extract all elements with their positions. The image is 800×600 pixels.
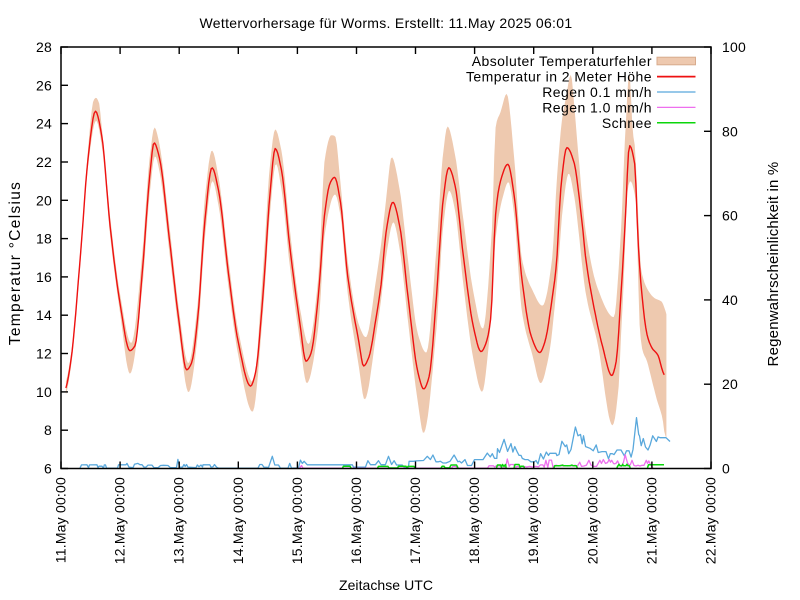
svg-text:Wettervorhersage für Worms. Er: Wettervorhersage für Worms. Erstellt: 11… [200, 15, 573, 31]
svg-text:21.May 00:00: 21.May 00:00 [643, 477, 659, 564]
svg-text:20: 20 [722, 376, 738, 392]
svg-text:15.May 00:00: 15.May 00:00 [289, 477, 305, 564]
svg-text:20: 20 [36, 192, 52, 208]
svg-text:Temperatur in 2 Meter Höhe: Temperatur in 2 Meter Höhe [466, 69, 652, 85]
svg-text:16: 16 [36, 269, 52, 285]
svg-text:8: 8 [44, 422, 52, 438]
svg-text:17.May 00:00: 17.May 00:00 [407, 477, 423, 564]
svg-text:Zeitachse UTC: Zeitachse UTC [339, 577, 433, 593]
svg-text:12.May 00:00: 12.May 00:00 [112, 477, 128, 564]
svg-text:Regen 0.1 mm/h: Regen 0.1 mm/h [542, 84, 652, 100]
svg-text:28: 28 [36, 39, 52, 55]
svg-text:26: 26 [36, 77, 52, 93]
svg-text:Regen 1.0 mm/h: Regen 1.0 mm/h [542, 99, 652, 115]
svg-text:14: 14 [36, 307, 52, 323]
svg-text:6: 6 [44, 461, 52, 477]
svg-text:18.May 00:00: 18.May 00:00 [466, 477, 482, 564]
svg-text:Schnee: Schnee [602, 115, 652, 131]
svg-text:Temperatur °Celsius: Temperatur °Celsius [7, 181, 24, 345]
svg-text:18: 18 [36, 231, 52, 247]
svg-text:19.May 00:00: 19.May 00:00 [525, 477, 541, 564]
svg-text:13.May 00:00: 13.May 00:00 [171, 477, 187, 564]
svg-text:22: 22 [36, 154, 52, 170]
svg-text:Absoluter Temperaturfehler: Absoluter Temperaturfehler [472, 53, 652, 69]
svg-text:24: 24 [36, 116, 52, 132]
svg-text:20.May 00:00: 20.May 00:00 [584, 477, 600, 564]
svg-text:100: 100 [722, 39, 746, 55]
svg-text:12: 12 [36, 346, 52, 362]
svg-text:80: 80 [722, 123, 738, 139]
svg-text:0: 0 [722, 461, 730, 477]
svg-text:60: 60 [722, 208, 738, 224]
svg-text:10: 10 [36, 384, 52, 400]
svg-text:11.May 00:00: 11.May 00:00 [53, 477, 69, 563]
svg-text:22.May 00:00: 22.May 00:00 [703, 477, 719, 564]
svg-text:40: 40 [722, 292, 738, 308]
svg-text:Regenwahrscheinlichkeit in %: Regenwahrscheinlichkeit in % [765, 162, 782, 367]
svg-text:16.May 00:00: 16.May 00:00 [348, 477, 364, 564]
svg-text:14.May 00:00: 14.May 00:00 [230, 477, 246, 564]
